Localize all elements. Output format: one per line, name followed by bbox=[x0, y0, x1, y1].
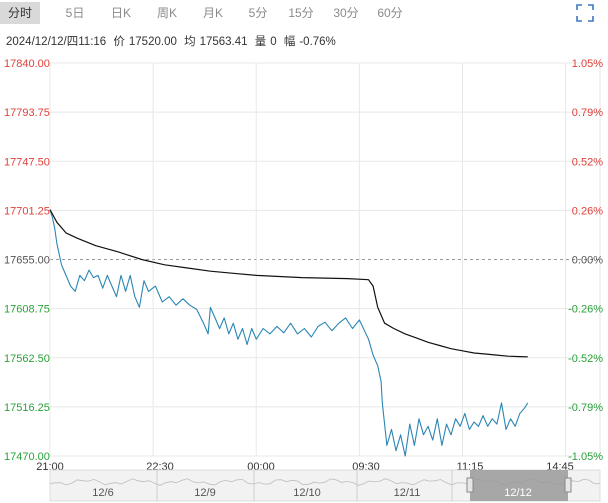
info-datetime: 2024/12/12/四11:16 bbox=[6, 36, 107, 48]
tab-7[interactable]: 30分 bbox=[333, 6, 359, 20]
y-tick-label-right: 0.00% bbox=[572, 255, 603, 267]
y-tick-label-right: -1.05% bbox=[568, 451, 603, 463]
y-tick-label-left: 17516.25 bbox=[4, 402, 50, 414]
y-tick-label-right: 1.05% bbox=[572, 58, 603, 70]
info-change-label: 幅 bbox=[283, 36, 296, 48]
y-tick-label-right: -0.79% bbox=[568, 402, 603, 414]
y-tick-label-left: 17470.00 bbox=[4, 451, 50, 463]
tab-1[interactable]: 5日 bbox=[65, 6, 85, 20]
info-avg-label: 均 bbox=[184, 36, 196, 48]
navigator-handle-right[interactable] bbox=[564, 477, 572, 493]
navigator-date-label: 12/10 bbox=[293, 487, 321, 499]
info-price: 17520.00 bbox=[128, 36, 177, 48]
y-tick-label-left: 17793.75 bbox=[4, 107, 50, 119]
fullscreen-icon[interactable] bbox=[575, 3, 595, 23]
y-tick-label-right: -0.52% bbox=[568, 353, 603, 365]
y-tick-label-left: 17701.25 bbox=[4, 205, 50, 217]
navigator-date-label: 12/9 bbox=[194, 487, 215, 499]
info-volume-label: 量 bbox=[254, 36, 267, 48]
tab-4[interactable]: 月K bbox=[202, 6, 223, 20]
navigator-date-label: 12/11 bbox=[394, 487, 421, 499]
navigator-date-label: 12/6 bbox=[92, 487, 113, 499]
tab-2[interactable]: 日K bbox=[110, 6, 131, 20]
y-tick-label-right: 0.26% bbox=[572, 205, 603, 217]
tab-6[interactable]: 15分 bbox=[288, 6, 314, 20]
y-tick-label-left: 17562.50 bbox=[4, 353, 50, 365]
intraday-chart: 17840.00 1.05% 17793.75 0.79% 17747.50 0.52% 1… bbox=[4, 58, 603, 502]
navigator-handle-left[interactable] bbox=[466, 477, 474, 493]
tab-8[interactable]: 60分 bbox=[377, 6, 403, 20]
y-tick-label-left: 17747.50 bbox=[4, 156, 50, 168]
navigator-selected-range bbox=[470, 470, 568, 501]
y-tick-label-right: 0.52% bbox=[572, 156, 603, 168]
plot-frame bbox=[49, 62, 601, 457]
period-tabs: 分时 5日 日K 周K 月K 5分 15分 30分 60分 bbox=[0, 0, 608, 26]
tab-5[interactable]: 5分 bbox=[248, 6, 268, 20]
navigator-date-label: 12/12 bbox=[504, 487, 532, 499]
y-tick-label-right: -0.26% bbox=[568, 304, 603, 316]
y-tick-label-left: 17608.75 bbox=[4, 304, 50, 316]
info-change: -0.76% bbox=[299, 36, 336, 48]
price-line bbox=[49, 209, 529, 457]
info-price-label: 价 bbox=[113, 36, 125, 48]
y-tick-label-right: 0.79% bbox=[572, 107, 603, 119]
tab-3[interactable]: 周K bbox=[156, 6, 177, 20]
tab-0[interactable]: 分时 bbox=[0, 2, 40, 24]
info-volume: 0 bbox=[270, 36, 277, 48]
average-line bbox=[49, 209, 528, 358]
y-tick-label-left: 17840.00 bbox=[4, 58, 50, 70]
y-tick-label-left: 17655.00 bbox=[4, 255, 50, 267]
info-avg: 17563.41 bbox=[199, 36, 248, 48]
